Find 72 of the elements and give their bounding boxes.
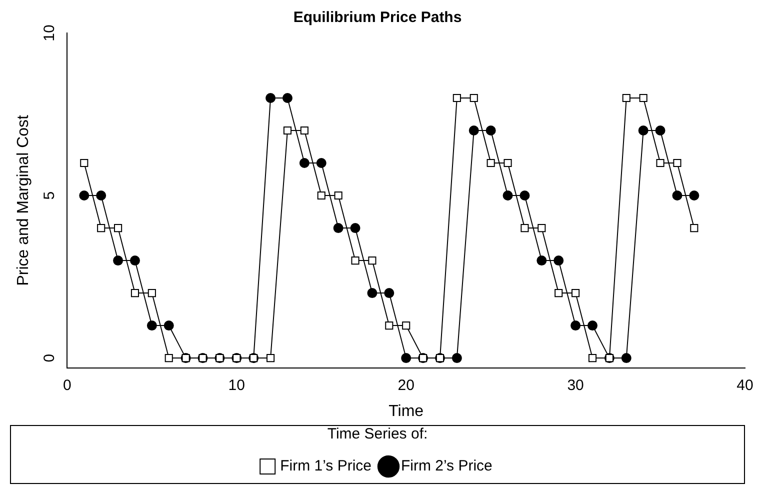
point xyxy=(673,158,682,168)
point xyxy=(504,158,512,168)
point xyxy=(79,190,90,201)
point xyxy=(570,320,581,331)
legend-label: Firm 1’s Price xyxy=(280,458,372,475)
point xyxy=(690,224,698,232)
point xyxy=(486,126,496,136)
point xyxy=(333,223,344,234)
point xyxy=(587,320,598,331)
point xyxy=(554,256,564,266)
point xyxy=(114,224,122,232)
point xyxy=(130,289,140,298)
point xyxy=(283,126,292,135)
point xyxy=(588,354,597,362)
point xyxy=(113,256,124,266)
point xyxy=(350,223,360,234)
chart-title: Equilibrium Price Paths xyxy=(293,9,462,26)
point xyxy=(452,94,461,102)
point xyxy=(486,158,495,168)
point xyxy=(536,256,547,266)
x-tick-label: 10 xyxy=(228,376,245,394)
point xyxy=(621,353,632,364)
point xyxy=(520,190,530,201)
point xyxy=(452,353,462,364)
x-tick-label: 0 xyxy=(63,376,72,394)
point xyxy=(299,158,310,168)
point xyxy=(317,191,326,200)
legend-label: Firm 2’s Price xyxy=(401,458,492,475)
point xyxy=(97,224,106,232)
y-tick-label: 10 xyxy=(41,24,58,42)
point xyxy=(367,288,378,298)
point xyxy=(368,256,376,265)
point xyxy=(402,322,410,330)
point xyxy=(96,190,106,201)
y-tick-label: 5 xyxy=(41,191,58,200)
x-tick-label: 40 xyxy=(736,376,754,394)
point xyxy=(689,190,700,201)
point xyxy=(468,126,479,136)
legend-title: Time Series of: xyxy=(327,426,428,443)
point xyxy=(520,224,529,232)
x-tick-label: 20 xyxy=(398,376,414,394)
point xyxy=(470,94,478,102)
point xyxy=(282,93,292,104)
point xyxy=(639,94,648,102)
point xyxy=(300,126,308,135)
point xyxy=(164,354,173,362)
point xyxy=(655,126,666,136)
point xyxy=(502,190,513,201)
point xyxy=(146,320,157,331)
point xyxy=(638,126,648,136)
point xyxy=(266,354,275,362)
point xyxy=(385,322,394,330)
point xyxy=(164,320,174,331)
point xyxy=(316,158,326,168)
point xyxy=(148,289,156,298)
x-axis-title: Time xyxy=(388,402,424,420)
point xyxy=(334,191,342,200)
point xyxy=(672,190,682,201)
point xyxy=(622,94,630,102)
point xyxy=(351,256,360,265)
point xyxy=(656,158,664,168)
point xyxy=(130,256,140,266)
point xyxy=(266,93,276,104)
point xyxy=(572,289,580,298)
point xyxy=(401,353,412,364)
y-axis-title: Price and Marginal Cost xyxy=(15,114,32,286)
point xyxy=(80,158,88,168)
x-tick-label: 30 xyxy=(567,376,584,394)
point xyxy=(554,289,563,298)
point xyxy=(538,224,546,232)
y-tick-label: 0 xyxy=(41,354,58,362)
point xyxy=(384,288,394,298)
